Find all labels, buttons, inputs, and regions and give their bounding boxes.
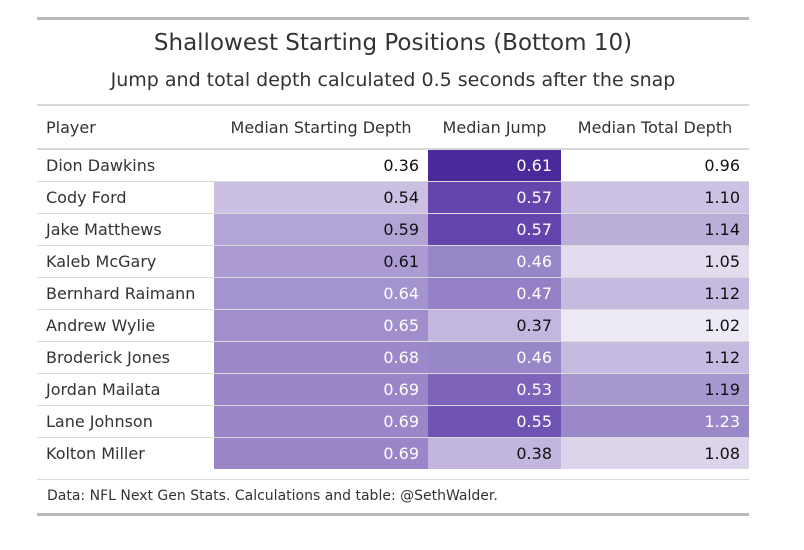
table-card: Shallowest Starting Positions (Bottom 10…: [37, 17, 749, 517]
cell-jump: 0.37: [428, 308, 561, 341]
table-row: Jake Matthews 0.59 0.57 1.14: [37, 212, 749, 245]
cell-player: Jake Matthews: [37, 212, 214, 245]
caption-rule: [37, 479, 749, 480]
cell-total-depth: 1.08: [561, 436, 749, 469]
cell-total-depth: 1.10: [561, 180, 749, 213]
cell-player: Lane Johnson: [37, 404, 214, 437]
cell-total-depth: 1.14: [561, 212, 749, 245]
cell-jump: 0.61: [428, 148, 561, 181]
header-jump: Median Jump: [442, 117, 547, 137]
cell-total-depth: 1.02: [561, 308, 749, 341]
cell-player: Andrew Wylie: [37, 308, 214, 341]
cell-jump: 0.57: [428, 212, 561, 245]
cell-total-depth: 1.05: [561, 244, 749, 277]
header-total-depth: Median Total Depth: [577, 117, 733, 137]
cell-start-depth: 0.54: [214, 180, 428, 213]
cell-start-depth: 0.68: [214, 340, 428, 373]
stats-table: Player Median Starting Depth Median Jump…: [37, 106, 749, 469]
cell-start-depth: 0.59: [214, 212, 428, 245]
cell-player: Dion Dawkins: [37, 148, 214, 181]
table-row: Dion Dawkins 0.36 0.61 0.96: [37, 148, 749, 181]
table-row: Broderick Jones 0.68 0.46 1.12: [37, 340, 749, 373]
cell-jump: 0.46: [428, 340, 561, 373]
cell-start-depth: 0.69: [214, 404, 428, 437]
cell-jump: 0.46: [428, 244, 561, 277]
cell-player: Broderick Jones: [37, 340, 214, 373]
cell-start-depth: 0.64: [214, 276, 428, 309]
cell-total-depth: 1.12: [561, 276, 749, 309]
cell-player: Bernhard Raimann: [37, 276, 214, 309]
header-top-rule: [37, 104, 749, 106]
table-row: Bernhard Raimann 0.64 0.47 1.12: [37, 276, 749, 309]
cell-start-depth: 0.61: [214, 244, 428, 277]
cell-start-depth: 0.36: [214, 148, 428, 181]
cell-player: Jordan Mailata: [37, 372, 214, 405]
cell-jump: 0.57: [428, 180, 561, 213]
header-start-depth: Median Starting Depth: [230, 117, 412, 137]
table-row: Lane Johnson 0.69 0.55 1.23: [37, 404, 749, 437]
top-rule: [37, 17, 749, 20]
cell-jump: 0.38: [428, 436, 561, 469]
table-row: Jordan Mailata 0.69 0.53 1.19: [37, 372, 749, 405]
cell-player: Kaleb McGary: [37, 244, 214, 277]
cell-jump: 0.47: [428, 276, 561, 309]
cell-total-depth: 0.96: [561, 148, 749, 181]
source-caption: Data: NFL Next Gen Stats. Calculations a…: [47, 488, 498, 504]
table-row: Kolton Miller 0.69 0.38 1.08: [37, 436, 749, 469]
cell-player: Cody Ford: [37, 180, 214, 213]
bottom-rule: [37, 513, 749, 516]
cell-jump: 0.53: [428, 372, 561, 405]
cell-total-depth: 1.23: [561, 404, 749, 437]
cell-player: Kolton Miller: [37, 436, 214, 469]
cell-start-depth: 0.69: [214, 436, 428, 469]
header-player: Player: [46, 117, 96, 137]
cell-jump: 0.55: [428, 404, 561, 437]
table-body: Dion Dawkins 0.36 0.61 0.96 Cody Ford 0.54 0.5…: [37, 148, 749, 469]
table-row: Kaleb McGary 0.61 0.46 1.05: [37, 244, 749, 277]
cell-start-depth: 0.69: [214, 372, 428, 405]
table-row: Cody Ford 0.54 0.57 1.10: [37, 180, 749, 213]
table-title: Shallowest Starting Positions (Bottom 10…: [153, 30, 633, 56]
cell-total-depth: 1.12: [561, 340, 749, 373]
cell-start-depth: 0.65: [214, 308, 428, 341]
header-row: Player Median Starting Depth Median Jump…: [37, 106, 749, 149]
table-row: Andrew Wylie 0.65 0.37 1.02: [37, 308, 749, 341]
cell-total-depth: 1.19: [561, 372, 749, 405]
table-subtitle: Jump and total depth calculated 0.5 seco…: [110, 69, 676, 91]
